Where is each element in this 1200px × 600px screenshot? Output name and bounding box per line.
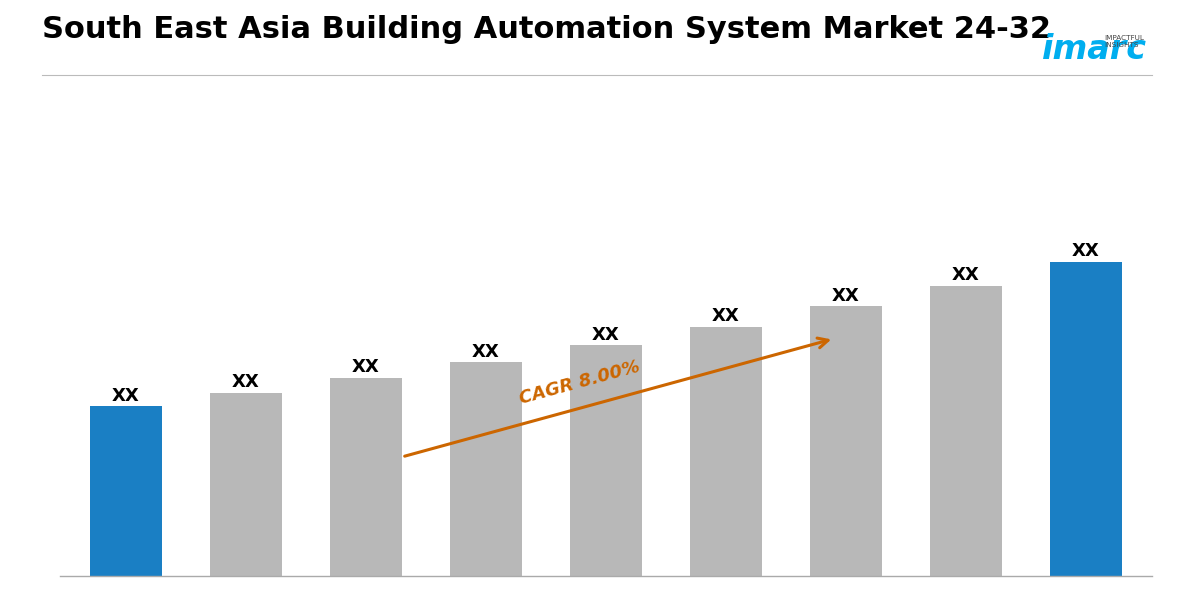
Bar bbox=[810, 306, 882, 576]
Bar bbox=[1050, 262, 1122, 576]
Bar bbox=[210, 393, 282, 576]
Bar bbox=[90, 406, 162, 576]
Text: XX: XX bbox=[1072, 242, 1100, 260]
Text: XX: XX bbox=[712, 307, 740, 325]
Text: XX: XX bbox=[232, 373, 260, 391]
Text: XX: XX bbox=[592, 326, 620, 344]
Text: XX: XX bbox=[952, 266, 980, 284]
Bar bbox=[330, 377, 402, 576]
Text: imarc: imarc bbox=[1042, 33, 1147, 66]
Text: XX: XX bbox=[472, 343, 500, 361]
Bar bbox=[450, 362, 522, 576]
Text: XX: XX bbox=[832, 287, 860, 305]
Bar bbox=[690, 326, 762, 576]
Text: IMPACTFUL
INSIGHTS: IMPACTFUL INSIGHTS bbox=[1104, 35, 1144, 49]
Text: XX: XX bbox=[112, 386, 140, 404]
Text: South East Asia Building Automation System Market 24-32: South East Asia Building Automation Syst… bbox=[42, 15, 1051, 44]
Bar bbox=[930, 286, 1002, 576]
Text: XX: XX bbox=[352, 358, 380, 376]
Bar bbox=[570, 345, 642, 576]
Text: CAGR 8.00%: CAGR 8.00% bbox=[517, 357, 642, 407]
